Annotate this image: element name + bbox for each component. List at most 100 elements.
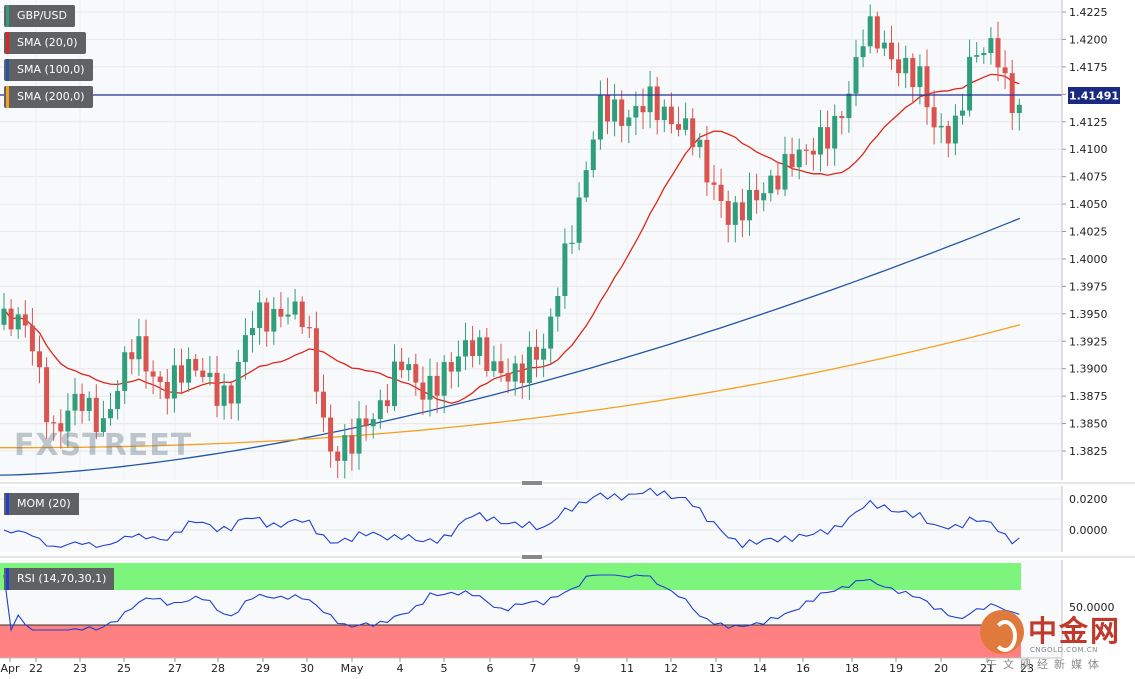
candle-body — [683, 118, 689, 130]
mom-label: MOM (20) — [17, 497, 71, 510]
time-tick-label: 28 — [211, 662, 225, 675]
candle-body — [328, 417, 334, 452]
time-tick-label: 14 — [753, 662, 767, 675]
brand-name: 中金网 — [1028, 614, 1122, 648]
candle-body — [818, 127, 823, 155]
rsi-overbought-zone — [0, 563, 1021, 590]
price-panel-bg — [0, 0, 1062, 480]
candle-body — [839, 116, 845, 119]
brand-subtitle: 午文网经新媒体 — [986, 658, 1105, 671]
candle-body — [434, 375, 440, 396]
price-tick-label: 1.4200 — [1069, 33, 1108, 46]
candle-body — [370, 419, 376, 427]
time-tick-label: 13 — [709, 662, 723, 675]
price-tick-label: 1.3875 — [1069, 390, 1108, 403]
candle-body — [548, 316, 554, 349]
candle-body — [654, 86, 660, 121]
candle-body — [739, 202, 745, 221]
candle-body — [896, 59, 902, 74]
candle-body — [413, 364, 419, 383]
time-tick-label: 22 — [29, 662, 43, 675]
time-tick-label: May — [341, 662, 364, 675]
candle-body — [392, 361, 397, 407]
candle-body — [221, 385, 227, 406]
sma-200-path — [0, 324, 1021, 449]
candle-body — [242, 335, 248, 363]
candle-body — [952, 115, 958, 144]
candle-body — [647, 86, 653, 113]
candle-body — [612, 99, 618, 122]
candle-body — [427, 375, 433, 400]
price-tick-label: 1.3900 — [1069, 363, 1108, 376]
candle-body — [122, 352, 128, 391]
candle-body — [157, 376, 163, 382]
candle-body — [938, 125, 944, 128]
rsi-line — [3, 574, 1020, 632]
time-tick-label: 6 — [487, 662, 494, 675]
time-tick-label: 11 — [620, 662, 634, 675]
sma200-legend[interactable]: SMA (200,0) — [4, 86, 93, 108]
panel-dividers[interactable] — [0, 481, 1135, 559]
candle-body — [399, 361, 405, 371]
price-tick-label: 1.3850 — [1069, 418, 1108, 431]
time-tick-label: 16 — [796, 662, 810, 675]
time-tick-label: 5 — [441, 662, 448, 675]
candle-body — [562, 243, 568, 297]
mom-line — [3, 487, 1020, 549]
candle-body — [108, 409, 113, 419]
time-axis: Apr 22 23 25 27 28 29 30 May 4 5 6 7 9 11 12 13 14 16 18 19 2… — [0, 657, 1062, 675]
time-tick-label: 18 — [845, 662, 859, 675]
candle-body — [356, 418, 362, 454]
candle-body — [193, 358, 199, 371]
candle-body — [271, 308, 277, 332]
candle-body — [285, 314, 291, 317]
price-tick-label: 1.4025 — [1069, 226, 1108, 239]
candle-body — [441, 362, 447, 396]
candle-body — [569, 242, 575, 244]
candle-body — [15, 314, 21, 330]
candle-body — [207, 372, 213, 377]
candle-body — [810, 150, 816, 155]
candle-body — [37, 351, 42, 368]
time-tick-label: 12 — [664, 662, 678, 675]
sma100-legend[interactable]: SMA (100,0) — [4, 59, 93, 81]
candle-body — [115, 390, 121, 410]
candle-body — [761, 193, 767, 201]
candle-body — [29, 325, 35, 352]
candle-body — [384, 400, 390, 407]
candle-body — [874, 16, 880, 49]
mom-panel: 0.0200 0.0000 — [0, 486, 1108, 552]
sma-100-line — [0, 217, 1021, 476]
candle-body — [484, 337, 490, 371]
candle-body — [406, 364, 412, 371]
price-tick-label: 1.4050 — [1069, 198, 1108, 211]
candle-body — [640, 106, 646, 113]
candle-body — [974, 55, 980, 57]
symbol-legend[interactable]: GBP/USD — [4, 5, 75, 27]
rsi-legend[interactable]: RSI (14,70,30,1) — [4, 568, 115, 590]
candle-body — [321, 391, 326, 418]
sma-100-path — [0, 217, 1021, 476]
price-tick-label: 1.3975 — [1069, 280, 1108, 293]
brand-url: CNGOLD.COM.CN — [1030, 646, 1098, 654]
mom-tick-label: 0.0200 — [1069, 493, 1108, 506]
candle-body — [768, 175, 774, 194]
mom-legend[interactable]: MOM (20) — [4, 493, 79, 515]
candle-body — [292, 301, 298, 315]
candle-body — [72, 393, 78, 411]
candle-body — [228, 385, 234, 404]
candle-body — [633, 106, 639, 118]
sma-200-line — [0, 324, 1021, 449]
time-tick-label: 23 — [1020, 662, 1034, 675]
price-tick-label: 1.4000 — [1069, 253, 1108, 266]
rsi-swatch — [6, 568, 9, 590]
sma20-legend[interactable]: SMA (20,0) — [4, 32, 86, 54]
candle-body — [867, 16, 873, 47]
candle-body — [264, 302, 270, 332]
price-tick-label: 1.4075 — [1069, 171, 1108, 184]
candle-body — [420, 382, 426, 400]
cngold-brand: 中金网 CNGOLD.COM.CN 午文网经新媒体 — [978, 606, 1128, 676]
candle-body — [22, 314, 28, 326]
candle-body — [186, 358, 192, 383]
